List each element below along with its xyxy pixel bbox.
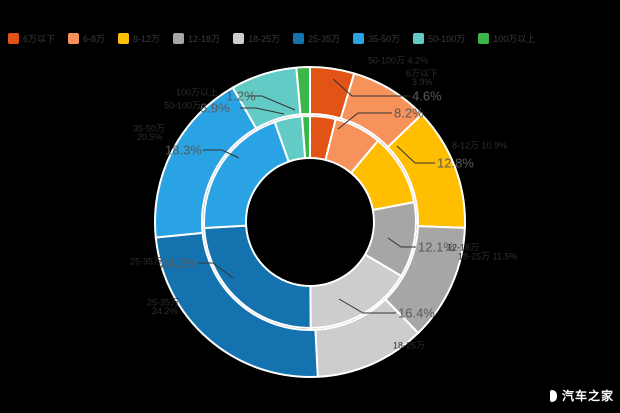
- label-leader-line: [387, 237, 416, 248]
- legend-swatch: [118, 33, 130, 44]
- slice-category-label: 18-25万: [393, 340, 426, 351]
- legend-label: 6-8万: [83, 34, 106, 44]
- chart-legend: 6万以下 6-8万 8-12万 12-18万 18-25万 25-35万 35-50万 50-…: [8, 32, 616, 45]
- legend-swatch: [173, 33, 185, 44]
- slice-category-label: 12-18万: [447, 242, 480, 253]
- legend-label: 8-12万: [133, 34, 161, 44]
- slice-category-label: 25-35万: [130, 256, 163, 267]
- label-leader-line: [198, 262, 234, 279]
- slice-category-label: 18-25万 11.5%: [458, 251, 518, 262]
- label-leader-line: [396, 145, 435, 164]
- slice-category-label: 35-50万: [133, 123, 166, 134]
- legend-label: 6万以下: [23, 34, 56, 44]
- legend-item-9[interactable]: 100万以上: [478, 32, 535, 45]
- label-leader-line: [203, 149, 240, 159]
- slice-outer-9[interactable]: [295, 66, 311, 116]
- legend-item-7[interactable]: 35-50万: [353, 32, 400, 45]
- label-leader-line: [240, 107, 285, 115]
- legend-swatch: [233, 33, 245, 44]
- legend-swatch: [478, 33, 490, 44]
- slice-category-label: 50-100万 4.2%: [368, 55, 429, 66]
- legend-item-4[interactable]: 12-18万: [173, 32, 220, 45]
- label-leader-line: [332, 78, 410, 97]
- slice-category-label: 50-100万: [164, 100, 202, 111]
- slice-category-label: 100万以上: [176, 87, 219, 98]
- legend-swatch: [8, 33, 19, 44]
- label-leader-line: [338, 298, 396, 314]
- slice-category-label: 24.2%: [152, 306, 178, 316]
- slice-percent-label: 18.3%: [165, 142, 202, 158]
- legend-label: 50-100万: [428, 34, 466, 44]
- legend-item-1[interactable]: 6万以下: [8, 32, 55, 45]
- slice-inner-9[interactable]: [301, 115, 311, 160]
- legend-label: 18-25万: [248, 34, 281, 44]
- legend-item-8[interactable]: 50-100万: [413, 32, 465, 45]
- legend-item-6[interactable]: 25-35万: [293, 32, 340, 45]
- slice-percent-label: 12.8%: [437, 155, 474, 171]
- label-leader-line: [248, 95, 296, 111]
- slice-category-label: 25-35万: [147, 297, 180, 308]
- legend-swatch: [68, 33, 80, 44]
- slice-category-label: 8-12万 10.9%: [452, 140, 508, 151]
- slice-percent-label: 1.2%: [226, 88, 256, 104]
- slice-percent-label: 6.9%: [200, 100, 230, 116]
- legend-label: 12-18万: [188, 34, 221, 44]
- legend-swatch: [293, 33, 305, 44]
- slice-percent-label: 16.4%: [398, 305, 435, 321]
- slice-category-label: 6万以下: [406, 68, 439, 79]
- legend-item-5[interactable]: 18-25万: [233, 32, 280, 45]
- watermark-text: 汽车之家: [561, 389, 614, 403]
- legend-item-3[interactable]: 8-12万: [118, 32, 160, 45]
- slice-percent-label: 12.1%: [418, 239, 455, 255]
- legend-swatch: [353, 33, 365, 44]
- slice-category-label: 20.5%: [137, 132, 163, 142]
- slice-percent-label: 4.6%: [412, 88, 442, 104]
- label-leader-line: [337, 112, 392, 130]
- legend-swatch: [413, 33, 425, 44]
- autohome-logo-icon: [549, 389, 557, 402]
- slice-percent-label: 24.2%: [160, 255, 197, 271]
- slice-percent-label: 8.2%: [394, 105, 424, 121]
- legend-item-2[interactable]: 6-8万: [68, 32, 105, 45]
- legend-label: 35-50万: [368, 34, 401, 44]
- legend-label: 25-35万: [308, 34, 341, 44]
- watermark: 汽车之家: [549, 387, 614, 404]
- legend-label: 100万以上: [493, 34, 536, 44]
- slice-category-label: 3.9%: [412, 77, 433, 87]
